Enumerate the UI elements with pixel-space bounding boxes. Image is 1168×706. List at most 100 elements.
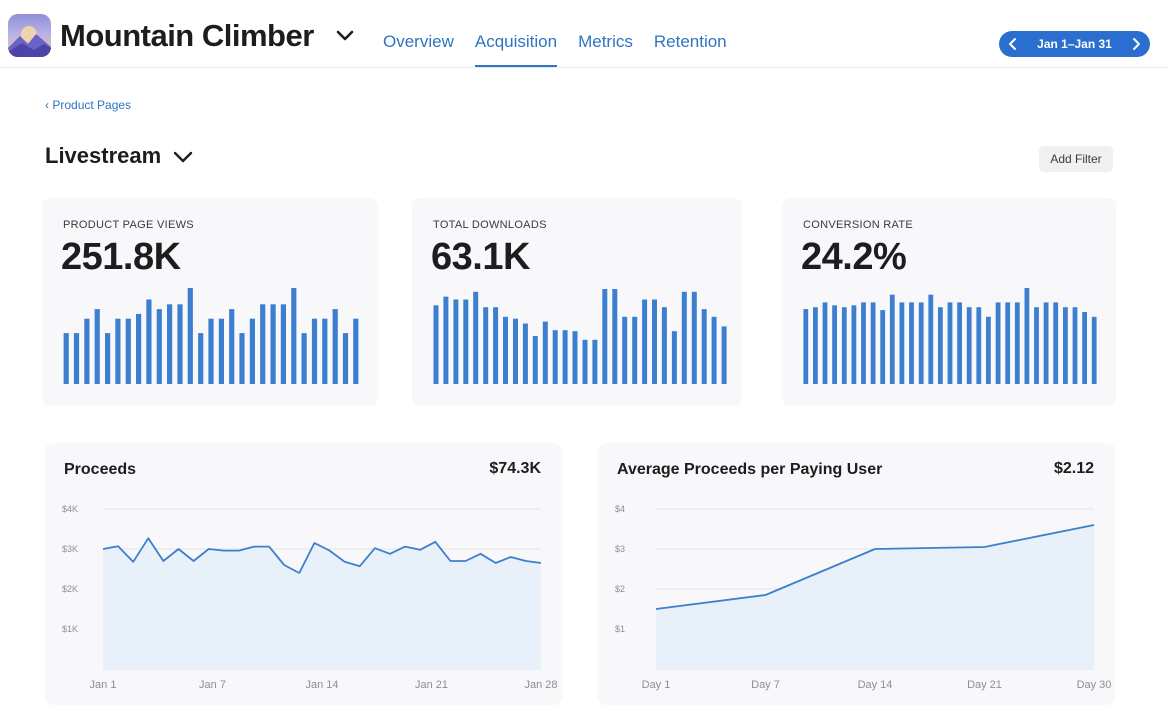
bar (280, 304, 286, 384)
back-link-label: Product Pages (52, 98, 132, 112)
bar (1063, 307, 1068, 384)
x-tick-label: Jan 1 (90, 679, 117, 691)
bar (513, 318, 518, 384)
bar (146, 299, 152, 384)
bar (552, 330, 558, 384)
tab-acquisition[interactable]: Acquisition (474, 32, 558, 68)
bar (976, 307, 982, 384)
bar (483, 307, 489, 384)
bar (622, 316, 628, 384)
x-tick-label: Day 30 (1077, 679, 1112, 691)
chart-total: $2.12 (1053, 460, 1094, 477)
bar (652, 299, 657, 384)
bar (880, 310, 886, 384)
bar (918, 302, 924, 384)
y-tick-label: $3 (615, 544, 625, 554)
chevron-left-icon[interactable] (1005, 36, 1021, 52)
bar (671, 331, 677, 384)
back-link[interactable]: ‹ Product Pages (45, 98, 131, 112)
avg-proceeds-chart: $4 $3 $2 $1 Day 1 Day 7 Day 14 Day 21 Day 30 (615, 504, 1112, 691)
bar (909, 302, 914, 384)
proceeds-card[interactable]: $4K $3K $2K $1K Jan 1 Jan 7 Jan 14 Jan 21 Jan 28… (45, 443, 562, 705)
kpi-label: CONVERSION RATE (803, 219, 914, 231)
bar (928, 294, 934, 384)
page-title: Livestream (45, 143, 162, 168)
kpi-value: 24.2% (801, 236, 907, 278)
bar (463, 299, 469, 384)
bar (229, 309, 235, 384)
bar (322, 318, 328, 384)
bar (1043, 302, 1049, 384)
chevron-down-icon[interactable] (172, 150, 194, 164)
kpi-value: 251.8K (61, 236, 181, 278)
kpi-card-total-downloads[interactable]: TOTAL DOWNLOADS 63.1K (412, 198, 742, 406)
bar (353, 318, 359, 384)
bar (582, 339, 588, 384)
nav-tabs: Overview Acquisition Metrics Retention (383, 32, 748, 68)
bar (803, 309, 809, 384)
kpi-card-conversion-rate[interactable]: CONVERSION RATE 24.2% (782, 198, 1116, 406)
x-tick-label: Day 1 (642, 679, 671, 691)
y-tick-label: $2 (615, 584, 625, 594)
app-icon[interactable] (8, 14, 51, 57)
bar (270, 304, 276, 384)
bar (187, 288, 193, 384)
kpi-label: TOTAL DOWNLOADS (433, 219, 547, 231)
bar (453, 299, 459, 384)
bar (813, 307, 818, 384)
chart-title: Average Proceeds per Paying User (617, 461, 883, 478)
bar (311, 318, 318, 384)
top-header: Mountain Climber Overview Acquisition Me… (0, 0, 1168, 68)
bar (661, 307, 667, 384)
area-fill (656, 525, 1094, 669)
kpi-card-page-views[interactable]: PRODUCT PAGE VIEWS 251.8K (42, 198, 378, 406)
bar (986, 316, 991, 384)
bar (218, 318, 224, 384)
bar (208, 318, 214, 384)
mountain-icon (8, 26, 51, 57)
bar (239, 333, 245, 384)
bar (1082, 312, 1087, 384)
bar (332, 309, 338, 384)
bar (701, 309, 707, 384)
chevron-down-icon[interactable] (334, 28, 356, 44)
x-tick-label: Day 14 (858, 679, 893, 691)
chart-title: Proceeds (64, 461, 137, 478)
bar (632, 316, 638, 384)
bar (1091, 316, 1097, 384)
bar (115, 318, 121, 384)
tab-metrics[interactable]: Metrics (578, 32, 633, 51)
bar (711, 316, 717, 384)
bar (870, 302, 876, 384)
bar (562, 330, 568, 384)
bar (721, 326, 727, 384)
bar (94, 309, 100, 384)
bar (1072, 307, 1078, 384)
y-tick-label: $1K (62, 624, 78, 634)
bar (198, 333, 204, 384)
bar (522, 323, 528, 384)
kpi-label: PRODUCT PAGE VIEWS (63, 219, 194, 231)
tab-overview[interactable]: Overview (383, 32, 454, 51)
bar (841, 307, 847, 384)
bar (691, 291, 697, 384)
add-filter-button[interactable]: Add Filter (1039, 146, 1113, 172)
x-tick-label: Jan 28 (524, 679, 557, 691)
series-line (655, 524, 1095, 610)
date-range-label[interactable]: Jan 1–Jan 31 (1037, 37, 1112, 51)
bar (889, 294, 895, 384)
date-range-picker: Jan 1–Jan 31 (999, 31, 1150, 57)
chevron-right-icon[interactable] (1128, 36, 1144, 52)
y-tick-label: $3K (62, 544, 78, 554)
bar (73, 333, 80, 384)
bar (125, 318, 131, 384)
bar (1005, 302, 1011, 384)
tab-retention[interactable]: Retention (653, 32, 727, 51)
kpi-bar-chart (63, 288, 359, 384)
bar (1014, 302, 1020, 384)
bar (167, 304, 173, 384)
avg-proceeds-card[interactable]: $4 $3 $2 $1 Day 1 Day 7 Day 14 Day 21 Day 30 Ave… (598, 443, 1115, 705)
kpi-bar-chart (433, 289, 727, 384)
bar (592, 339, 598, 384)
bar (642, 299, 648, 384)
